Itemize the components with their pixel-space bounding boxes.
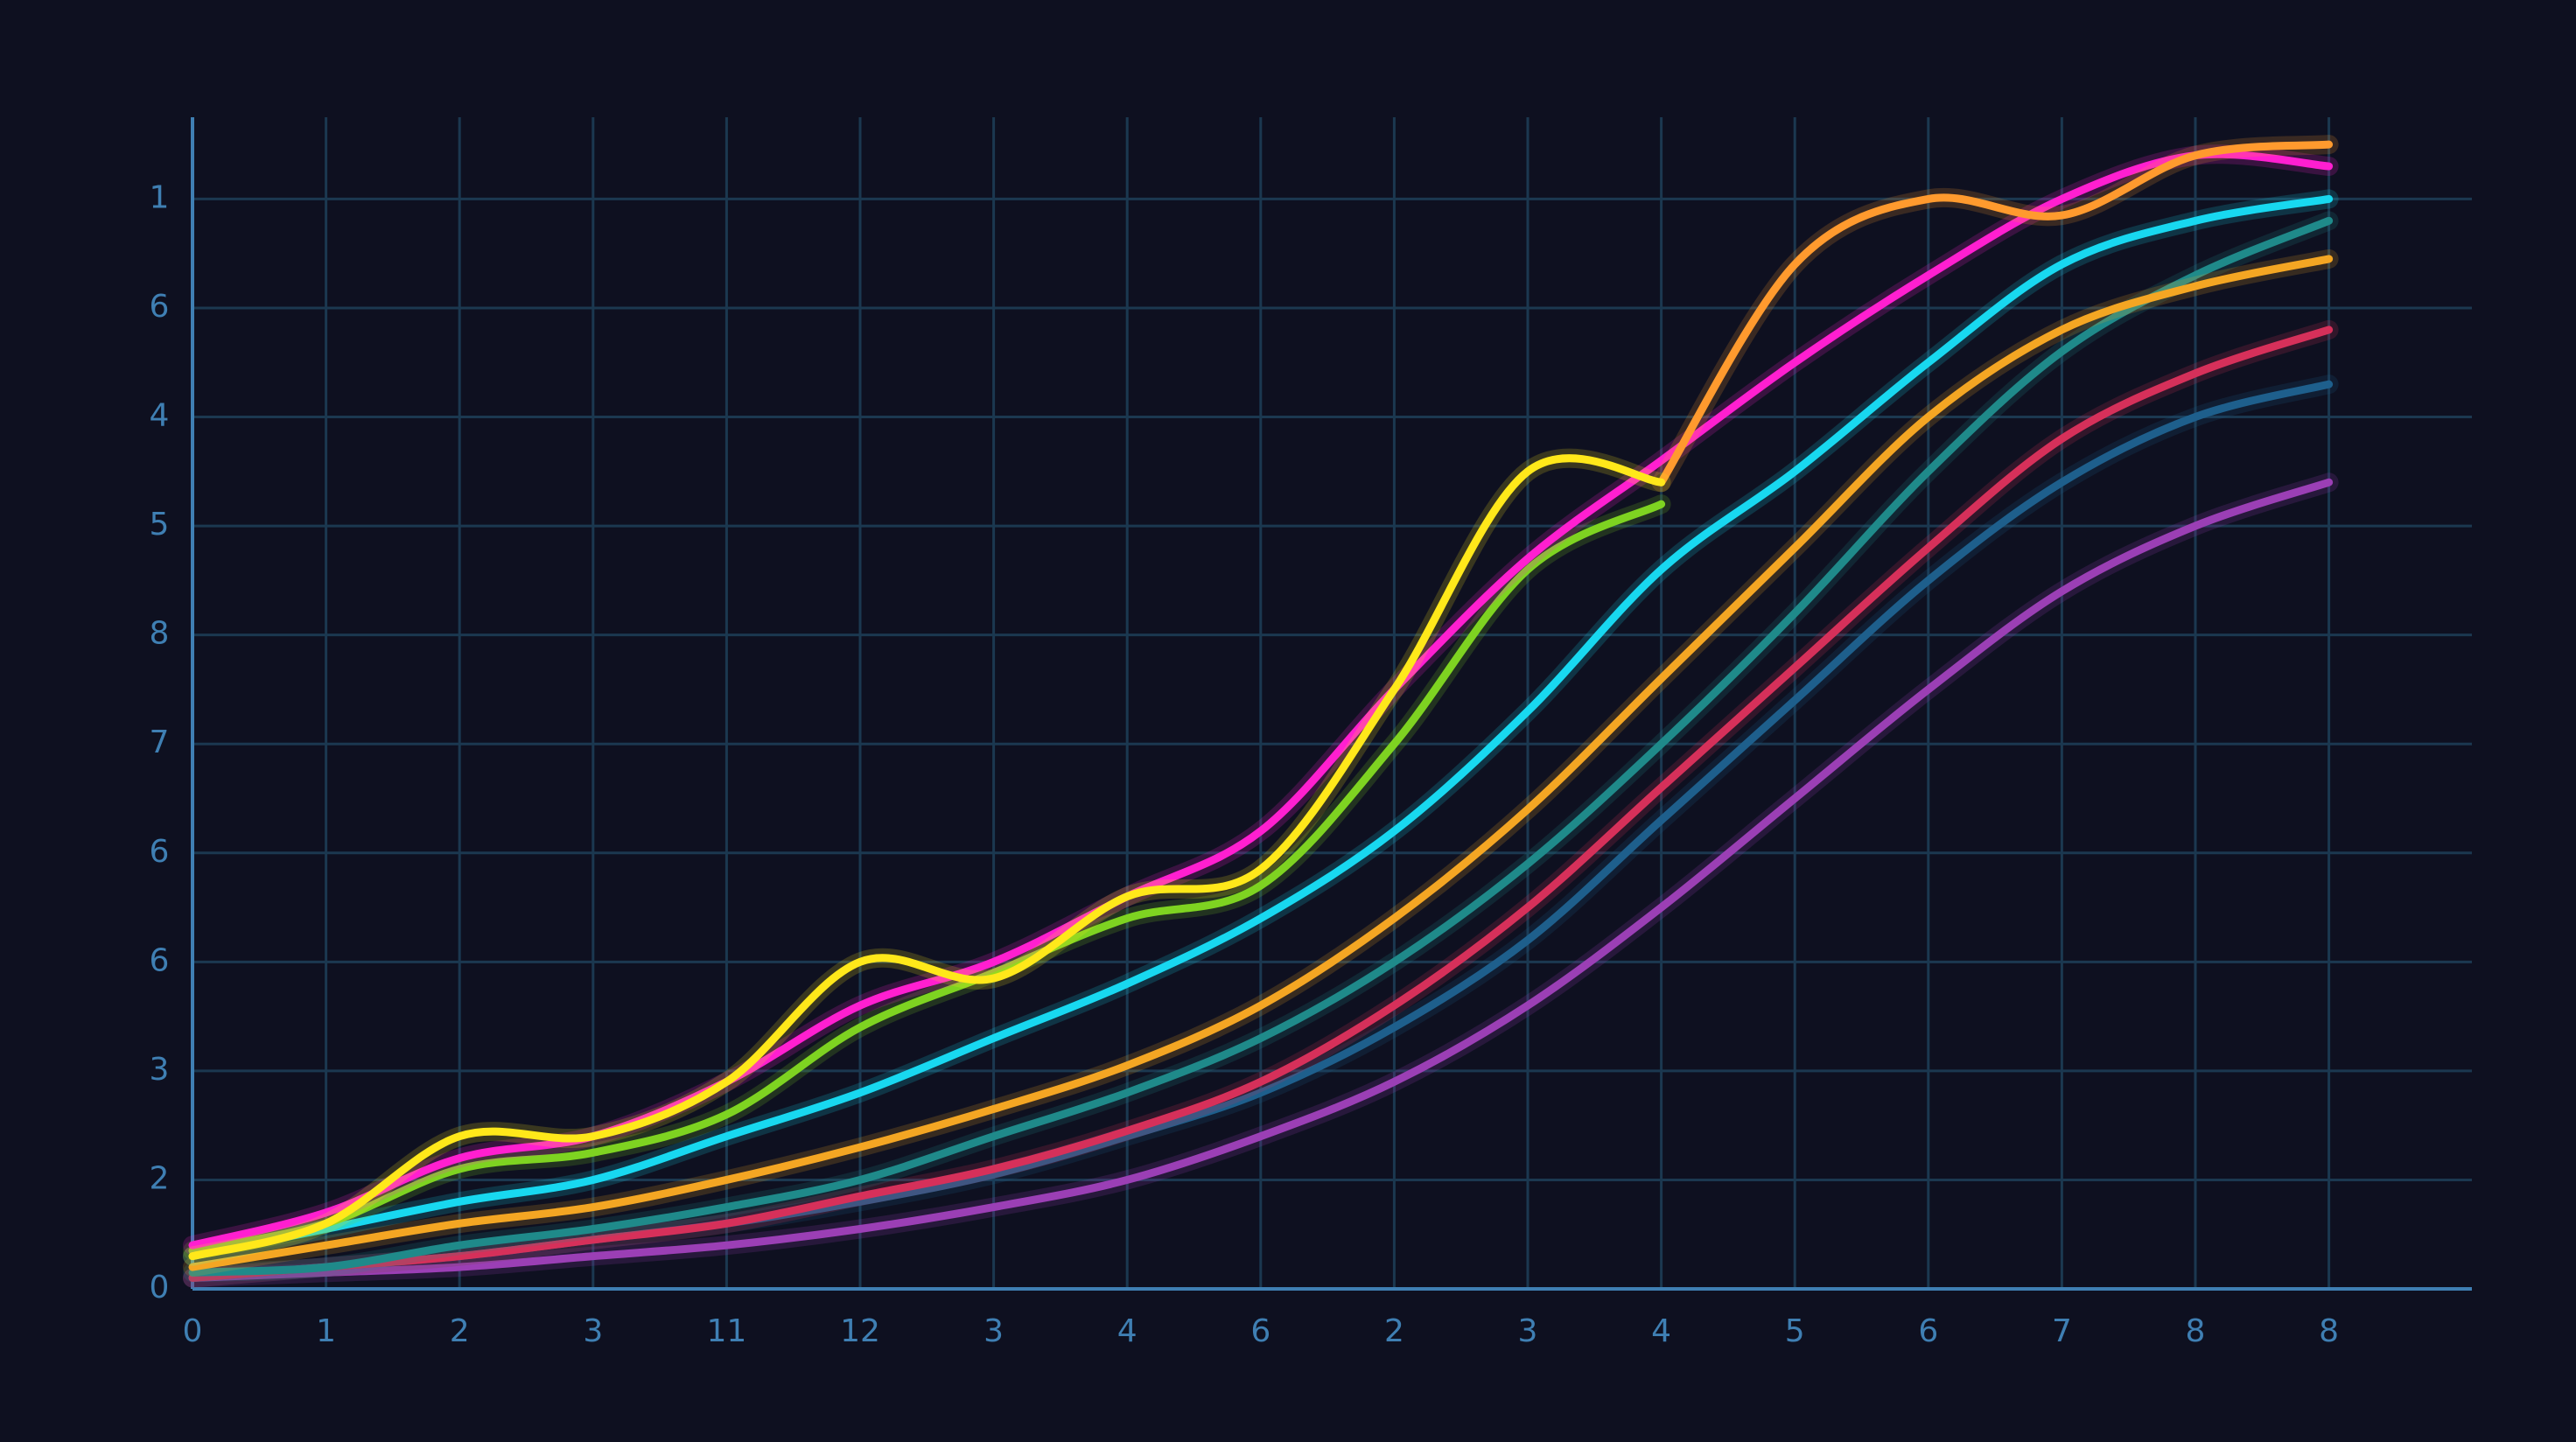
line <box>188 478 2334 1283</box>
x-tick-label: 7 <box>2052 1313 2072 1349</box>
x-tick-label: 8 <box>2186 1313 2206 1349</box>
y-tick-label: 3 <box>150 1052 170 1088</box>
line <box>1657 140 2334 486</box>
y-tick-label: 4 <box>150 398 170 434</box>
x-tick-label: 2 <box>1384 1313 1404 1349</box>
x-tick-label: 3 <box>1518 1313 1538 1349</box>
line <box>188 500 1666 1255</box>
x-tick-label: 1 <box>316 1313 336 1349</box>
y-tick-label: 8 <box>150 616 170 652</box>
x-tick-label: 0 <box>183 1313 203 1349</box>
line <box>188 326 2334 1283</box>
x-tick-label: 5 <box>1785 1313 1805 1349</box>
x-tick-label: 4 <box>1651 1313 1671 1349</box>
y-tick-label: 7 <box>150 724 170 760</box>
x-tick-label: 11 <box>706 1313 746 1349</box>
x-tick-label: 3 <box>984 1313 1004 1349</box>
x-tick-label: 6 <box>1918 1313 1938 1349</box>
y-tick-label: 2 <box>150 1160 170 1196</box>
line <box>188 454 1666 1261</box>
x-tick-label: 6 <box>1250 1313 1270 1349</box>
x-tick-label: 3 <box>583 1313 603 1349</box>
line <box>188 216 2334 1277</box>
x-tick-label: 8 <box>2319 1313 2339 1349</box>
line <box>188 194 2334 1261</box>
x-tick-label: 2 <box>450 1313 470 1349</box>
y-tick-label: 6 <box>150 289 170 325</box>
y-tick-label: 6 <box>150 942 170 978</box>
y-tick-label: 1 <box>150 179 170 215</box>
y-tick-label: 6 <box>150 834 170 870</box>
line <box>188 255 2334 1271</box>
y-tick-label: 5 <box>150 507 170 542</box>
x-tick-label: 12 <box>840 1313 880 1349</box>
y-tick-label: 0 <box>150 1270 170 1306</box>
x-tick-label: 4 <box>1117 1313 1138 1349</box>
